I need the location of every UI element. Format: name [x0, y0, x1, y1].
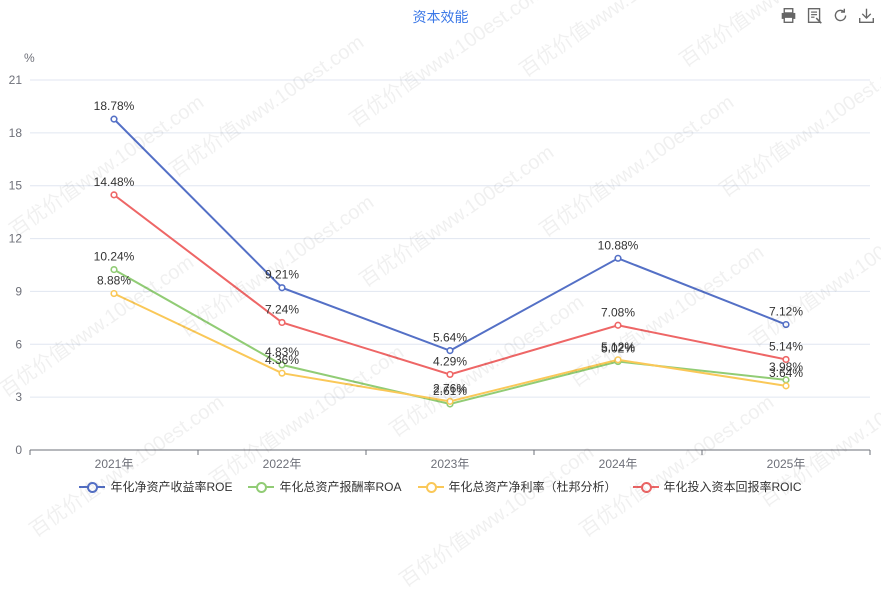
data-label: 5.14%: [769, 339, 803, 353]
legend-label: 年化总资产净利率（杜邦分析）: [448, 480, 617, 494]
y-tick-label: 0: [15, 443, 22, 457]
legend-swatch: [79, 481, 106, 493]
chart-title: 资本效能: [412, 9, 469, 25]
data-label: 4.29%: [433, 354, 467, 368]
data-point: [782, 355, 790, 364]
y-tick-label: 18: [9, 126, 23, 140]
data-point: [278, 284, 286, 292]
legend-item-1[interactable]: 年化净资产收益率ROE: [79, 478, 232, 495]
data-point: [110, 289, 118, 298]
data-point: [110, 191, 118, 199]
data-point: [446, 370, 454, 379]
refresh-icon[interactable]: [831, 6, 849, 24]
y-tick-label: 21: [9, 73, 23, 87]
data-view-icon[interactable]: [805, 6, 823, 24]
data-point: [614, 254, 622, 262]
data-point: [614, 321, 622, 329]
legend-label: 年化投入资本回报率ROIC: [663, 480, 802, 494]
data-point: [110, 115, 118, 123]
data-label: 14.48%: [94, 175, 135, 189]
chart-toolbar: [779, 6, 875, 24]
y-tick-label: 3: [15, 390, 22, 404]
y-tick-label: 15: [9, 179, 23, 193]
legend-item-2[interactable]: 年化总资产报酬率ROA: [248, 478, 402, 495]
series-line-1: [113, 118, 787, 352]
print-icon[interactable]: [779, 6, 797, 24]
line-chart: 0 3 6 9 12 15 18 21% 2021年 2022年 2023年 2024年 2025年 18…: [9, 51, 871, 471]
data-point: [446, 347, 454, 355]
y-axis-label: %: [24, 51, 35, 65]
legend-item-3[interactable]: 年化总资产净利率（杜邦分析）: [417, 478, 617, 495]
legend-swatch: [248, 481, 275, 493]
data-label: 2.61%: [433, 384, 467, 398]
data-label: 5.02%: [601, 342, 635, 356]
data-label: 3.64%: [769, 366, 803, 380]
download-icon[interactable]: [857, 6, 875, 24]
data-point: [278, 361, 286, 369]
y-tick-label: 6: [15, 337, 22, 351]
data-point: [278, 318, 286, 327]
legend-item-4[interactable]: 年化投入资本回报率ROIC: [632, 478, 802, 495]
legend-label: 年化总资产报酬率ROA: [279, 480, 402, 494]
data-label: 10.88%: [598, 238, 639, 252]
data-point: [110, 265, 118, 274]
data-label: 9.21%: [265, 268, 299, 282]
data-label: 3.98%: [769, 360, 803, 374]
data-label: 18.78%: [94, 99, 135, 113]
data-label: 5.64%: [433, 331, 467, 345]
data-label: 10.24%: [94, 250, 135, 264]
chart-legend: 年化净资产收益率ROE 年化总资产报酬率ROA 年化总资产净利率（杜邦分析） 年化投入…: [0, 478, 881, 495]
data-point: [782, 382, 790, 390]
data-label: 4.83%: [265, 345, 299, 359]
data-label: 2.76%: [433, 381, 467, 395]
legend-swatch: [417, 481, 444, 493]
x-tick-label: 2022年: [263, 457, 302, 471]
data-point: [782, 320, 790, 329]
data-label: 7.08%: [601, 305, 635, 319]
x-tick-label: 2025年: [767, 457, 806, 471]
data-point: [614, 356, 622, 364]
x-tick-label: 2024年: [599, 457, 638, 471]
legend-swatch: [632, 481, 659, 493]
data-label: 5.12%: [601, 340, 635, 354]
x-tick-label: 2021年: [95, 457, 134, 471]
data-point: [446, 397, 454, 405]
data-label: 4.36%: [265, 353, 299, 367]
x-tick-label: 2023年: [431, 457, 470, 471]
data-point: [278, 369, 286, 377]
y-tick-label: 9: [15, 284, 22, 298]
data-label: 8.88%: [97, 274, 131, 288]
y-tick-label: 12: [9, 232, 23, 246]
data-label: 7.12%: [769, 305, 803, 319]
legend-label: 年化净资产收益率ROE: [110, 480, 233, 494]
data-label: 7.24%: [265, 302, 299, 316]
